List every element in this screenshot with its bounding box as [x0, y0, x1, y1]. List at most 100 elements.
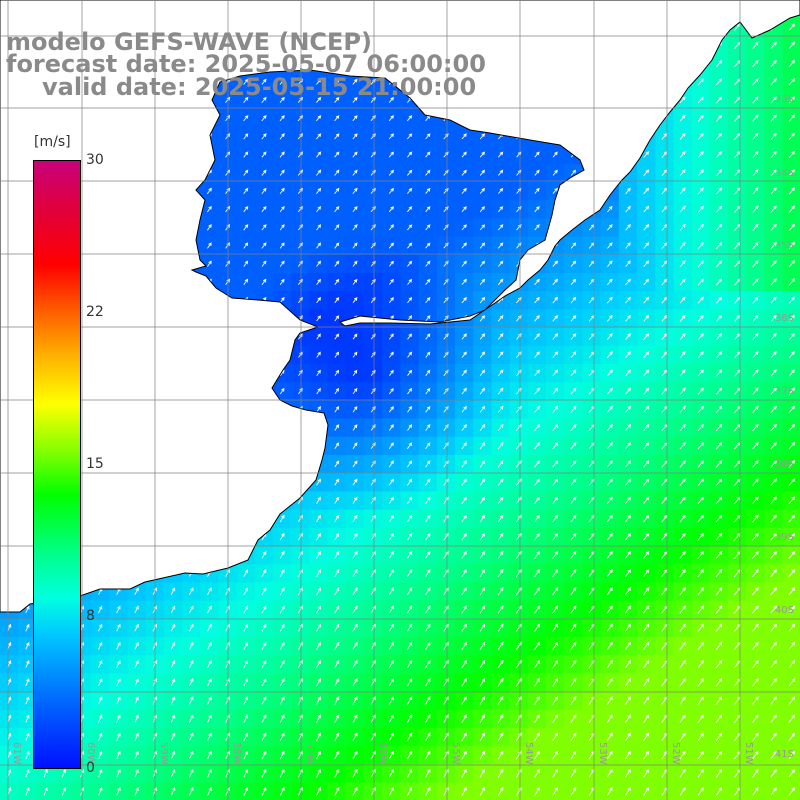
wind-arrow: [297, 496, 303, 504]
wind-arrow: [479, 423, 486, 431]
wind-arrow: [697, 587, 705, 596]
wind-arrow: [188, 714, 194, 723]
wind-arrow: [98, 660, 103, 668]
wind-arrow: [406, 750, 413, 760]
wind-arrow: [716, 278, 723, 286]
wind-arrow: [770, 623, 778, 632]
wind-arrow: [388, 750, 394, 760]
wind-arrow: [261, 169, 267, 176]
wind-arrow: [425, 532, 431, 541]
wind-arrow: [643, 641, 650, 650]
wind-arrow: [643, 314, 650, 322]
wind-arrow: [352, 115, 358, 122]
wind-arrow: [316, 205, 322, 213]
wind-arrow: [388, 732, 394, 742]
wind-arrow: [461, 206, 467, 213]
wind-arrow: [370, 224, 376, 231]
wind-arrow: [207, 659, 212, 669]
wind-arrow: [279, 187, 285, 194]
wind-arrow: [388, 424, 394, 431]
wind-arrow: [352, 387, 358, 395]
wind-arrow: [752, 460, 759, 468]
wind-arrow: [370, 478, 376, 486]
wind-arrow: [225, 587, 230, 596]
wind-arrow: [552, 351, 559, 358]
wind-arrow: [134, 732, 139, 741]
wind-arrow: [534, 314, 540, 322]
wind-arrow: [370, 297, 376, 304]
wind-arrow: [624, 496, 632, 504]
wind-arrow: [243, 678, 249, 687]
wind-arrow: [425, 696, 431, 705]
wind-arrow: [316, 678, 321, 687]
wind-arrow: [461, 714, 467, 723]
wind-arrow: [697, 187, 704, 195]
wind-arrow: [570, 786, 577, 796]
wind-arrow: [316, 641, 321, 650]
wind-arrow: [297, 224, 303, 231]
wind-arrow: [788, 732, 796, 741]
wind-arrow: [406, 714, 413, 723]
wind-arrow: [297, 641, 303, 650]
wind-arrow: [479, 514, 486, 523]
wind-arrow: [389, 369, 394, 376]
wind-arrow: [116, 696, 121, 705]
title-model: modelo GEFS-WAVE (NCEP): [6, 28, 372, 56]
wind-arrow: [697, 732, 704, 742]
wind-arrow: [752, 132, 759, 140]
wind-arrow: [43, 768, 48, 778]
wind-arrow: [552, 678, 559, 687]
wind-arrow: [552, 405, 559, 413]
wind-arrow: [497, 514, 504, 523]
wind-arrow: [352, 278, 358, 285]
wind-arrow: [497, 641, 504, 650]
wind-arrow: [370, 205, 376, 213]
wind-arrow: [388, 678, 394, 687]
wind-arrow: [225, 260, 230, 267]
wind-arrow: [225, 678, 230, 687]
wind-arrow: [788, 769, 795, 778]
wind-arrow: [716, 96, 723, 104]
wind-arrow: [170, 714, 176, 723]
wind-arrow: [316, 133, 322, 140]
wind-arrow: [334, 605, 340, 614]
wind-arrow: [61, 768, 66, 778]
wind-arrow: [534, 351, 540, 358]
wind-arrow: [715, 532, 723, 541]
wind-arrow: [770, 514, 777, 523]
wind-arrow: [297, 569, 303, 577]
wind-arrow: [334, 569, 340, 577]
wind-arrow: [752, 205, 759, 213]
wind-arrow: [497, 405, 504, 413]
wind-arrow: [552, 369, 559, 377]
wind-arrow: [552, 296, 559, 304]
wind-arrow: [607, 278, 613, 286]
wind-arrow: [788, 41, 796, 49]
wind-arrow: [497, 351, 504, 358]
wind-arrow: [770, 478, 777, 486]
wind-arrow: [461, 351, 467, 358]
wind-arrow: [461, 732, 467, 742]
wind-arrow: [334, 678, 340, 687]
wind-arrow: [425, 514, 431, 523]
wind-arrow: [461, 514, 467, 523]
wind-arrow: [425, 659, 431, 669]
wind-arrow: [479, 714, 486, 723]
wind-arrow: [552, 260, 559, 267]
wind-arrow: [497, 224, 504, 231]
wind-arrow: [479, 551, 486, 559]
wind-arrow: [443, 587, 449, 596]
wind-arrow: [715, 623, 723, 632]
wind-arrow: [716, 223, 723, 231]
wind-arrow: [534, 569, 540, 577]
wind-arrow: [534, 151, 540, 158]
wind-arrow: [425, 242, 431, 249]
wind-arrow: [679, 351, 686, 359]
wind-arrow: [388, 587, 394, 596]
wind-arrow: [788, 59, 796, 68]
wind-arrow: [25, 696, 30, 705]
wind-arrow: [624, 605, 632, 614]
wind-arrow: [788, 387, 796, 395]
wind-arrow: [370, 514, 376, 523]
wind-arrow: [25, 769, 30, 778]
